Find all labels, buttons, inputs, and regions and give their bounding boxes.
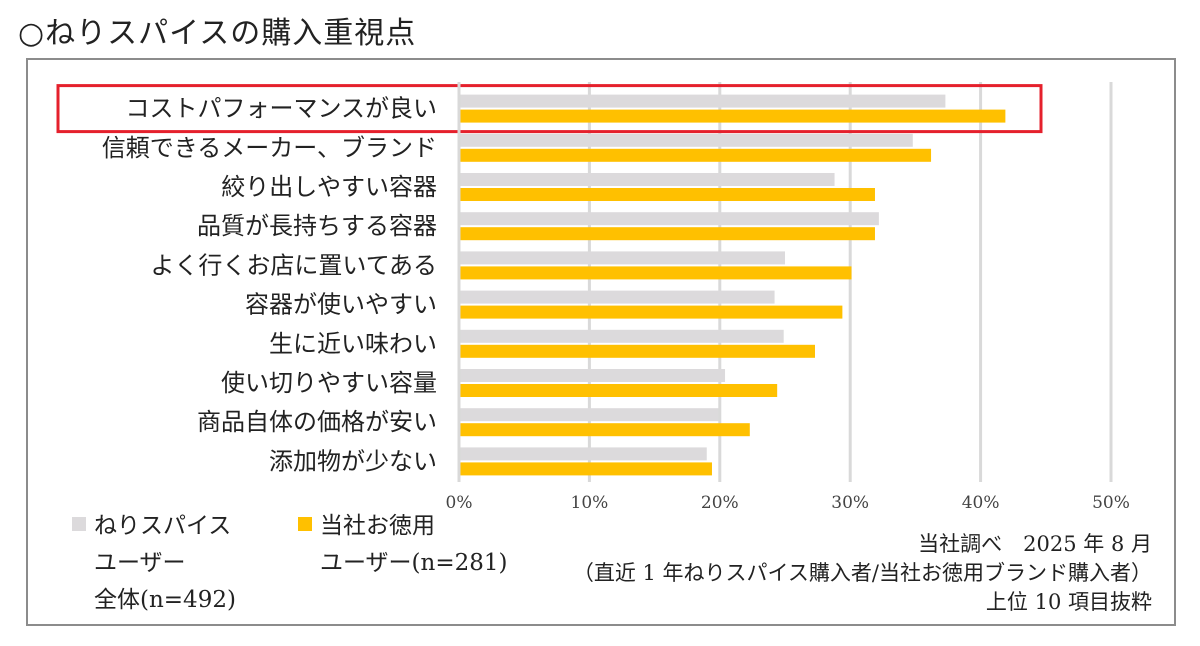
source-note-population: （直近 1 年ねりスパイス購入者/当社お徳用ブランド購入者） bbox=[572, 561, 1152, 585]
category-label: 信頼できるメーカー、ブランド bbox=[102, 134, 437, 162]
legend-item-all-users: ねりスパイス ユーザー全体(n=492) bbox=[72, 508, 236, 619]
legend-swatch-company-users bbox=[298, 517, 312, 531]
x-tick-label: 30% bbox=[831, 493, 869, 513]
legend-label-line: ユーザー bbox=[94, 550, 186, 576]
legend-label-line: ねりスパイス bbox=[94, 513, 232, 539]
bar-company-users bbox=[459, 227, 875, 241]
bar-all-users bbox=[459, 447, 707, 461]
x-tick-label: 40% bbox=[962, 493, 1000, 513]
legend-label-company-users: 当社お徳用ユーザー(n=281) bbox=[320, 508, 507, 582]
category-label: 添加物が少ない bbox=[269, 447, 437, 475]
legend-label-all-users: ねりスパイス ユーザー全体(n=492) bbox=[94, 508, 236, 619]
category-label: 使い切りやすい容量 bbox=[221, 369, 437, 397]
category-label: コストパフォーマンスが良い bbox=[125, 95, 437, 123]
bar-all-users bbox=[459, 290, 775, 304]
bar-company-users bbox=[459, 305, 843, 319]
bar-all-users bbox=[459, 369, 726, 382]
category-label: 商品自体の価格が安い bbox=[197, 408, 437, 436]
bar-company-users bbox=[459, 188, 875, 201]
bar-company-users bbox=[459, 462, 712, 476]
bar-company-users bbox=[459, 384, 778, 397]
legend-label-line: 当社お徳用 bbox=[320, 513, 435, 539]
legend-item-company-users: 当社お徳用ユーザー(n=281) bbox=[298, 508, 507, 582]
source-note-date: 当社調べ 2025 年 8 月 bbox=[918, 532, 1152, 556]
legend-swatch-all-users bbox=[72, 517, 86, 531]
chart-frame bbox=[26, 58, 1176, 626]
legend-label-line: 全体(n=492) bbox=[94, 587, 236, 613]
bar-company-users bbox=[459, 109, 1006, 123]
legend-label-line: ユーザー(n=281) bbox=[320, 550, 508, 576]
bar-all-users bbox=[459, 173, 835, 186]
x-tick-label: 20% bbox=[701, 493, 739, 513]
category-label: 生に近い味わい bbox=[269, 330, 437, 358]
source-note-scope: 上位 10 項目抜粋 bbox=[985, 590, 1152, 614]
bar-company-users bbox=[459, 266, 852, 280]
category-label: 品質が長持ちする容器 bbox=[197, 212, 437, 240]
bar-company-users bbox=[459, 423, 750, 437]
source-note: 当社調べ 2025 年 8 月 （直近 1 年ねりスパイス購入者/当社お徳用ブラ… bbox=[573, 530, 1152, 617]
category-label: 絞り出しやすい容器 bbox=[221, 173, 437, 201]
bar-all-users bbox=[459, 329, 784, 343]
bar-company-users bbox=[459, 344, 815, 358]
bar-all-users bbox=[459, 251, 785, 265]
bar-company-users bbox=[459, 148, 932, 162]
page-title: ○ねりスパイスの購入重視点 bbox=[18, 16, 417, 51]
bar-all-users bbox=[459, 94, 946, 108]
x-tick-label: 0% bbox=[446, 493, 473, 513]
x-tick-label: 50% bbox=[1092, 493, 1130, 513]
bar-all-users bbox=[459, 408, 719, 422]
highlight-box bbox=[56, 84, 1043, 134]
x-tick-label: 10% bbox=[571, 493, 609, 513]
bar-all-users bbox=[459, 133, 913, 147]
category-label: よく行くお店に置いてある bbox=[150, 251, 437, 279]
category-label: 容器が使いやすい bbox=[245, 291, 437, 319]
bar-all-users bbox=[459, 212, 879, 226]
